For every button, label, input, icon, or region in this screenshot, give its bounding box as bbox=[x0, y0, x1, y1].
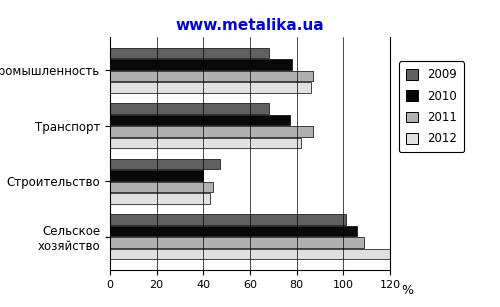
Bar bbox=[110, 215, 346, 225]
Bar bbox=[110, 249, 390, 259]
Bar bbox=[110, 182, 212, 192]
Bar bbox=[110, 71, 313, 81]
Bar bbox=[110, 226, 358, 236]
Bar bbox=[110, 82, 310, 92]
Bar bbox=[110, 126, 313, 137]
Title: www.metalika.ua: www.metalika.ua bbox=[176, 18, 324, 33]
Bar bbox=[110, 103, 268, 114]
Bar bbox=[110, 138, 302, 148]
Bar bbox=[110, 48, 268, 58]
Bar bbox=[110, 237, 364, 248]
Bar bbox=[110, 59, 292, 70]
Bar bbox=[110, 159, 220, 169]
Bar bbox=[110, 170, 204, 181]
Bar bbox=[110, 115, 290, 125]
Legend: 2009, 2010, 2011, 2012: 2009, 2010, 2011, 2012 bbox=[398, 61, 464, 152]
Bar bbox=[110, 193, 210, 204]
Text: %: % bbox=[401, 284, 413, 297]
